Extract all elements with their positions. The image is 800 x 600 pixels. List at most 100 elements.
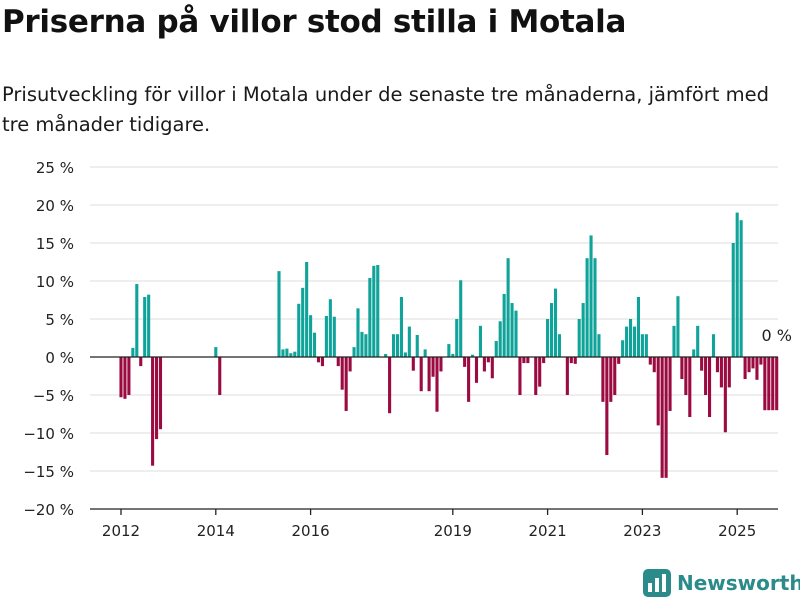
- bar: [652, 357, 656, 373]
- bar: [482, 357, 486, 372]
- bar: [439, 357, 443, 372]
- bar: [577, 319, 581, 357]
- bar: [316, 357, 321, 363]
- bar: [672, 325, 676, 357]
- bar: [395, 334, 400, 357]
- bar: [435, 357, 439, 412]
- bar: [123, 357, 127, 399]
- bar: [522, 357, 526, 364]
- bar: [526, 357, 530, 364]
- bar: [143, 296, 147, 357]
- bar: [629, 319, 633, 357]
- bar: [364, 334, 368, 357]
- bar: [478, 325, 482, 357]
- bar: [700, 357, 704, 371]
- bar: [305, 262, 309, 357]
- y-tick-label: −15 %: [23, 463, 74, 481]
- bar: [538, 357, 542, 387]
- bar: [459, 280, 463, 357]
- bar: [467, 357, 471, 402]
- bar: [573, 357, 577, 364]
- bar: [415, 334, 419, 357]
- bar: [597, 334, 601, 357]
- bar: [431, 357, 435, 377]
- bar: [356, 308, 360, 357]
- bar: [660, 357, 664, 478]
- bar: [313, 332, 317, 357]
- y-tick-label: 15 %: [36, 235, 74, 253]
- bar: [388, 357, 392, 414]
- x-tick-label: 2016: [292, 522, 330, 540]
- bar: [581, 303, 585, 357]
- bar: [664, 357, 668, 478]
- bar: [289, 353, 293, 357]
- y-tick-label: −5 %: [33, 387, 74, 405]
- bar: [767, 357, 771, 411]
- bar: [711, 334, 716, 357]
- bar: [131, 347, 135, 357]
- bar: [403, 352, 407, 357]
- bar: [332, 316, 336, 357]
- bar: [656, 357, 660, 426]
- bar: [735, 212, 739, 357]
- bar: [617, 357, 621, 364]
- bar: [601, 357, 605, 402]
- bar: [692, 349, 696, 357]
- bar: [328, 299, 332, 357]
- bar: [352, 347, 356, 357]
- x-tick-label: 2019: [434, 522, 472, 540]
- bar: [727, 357, 731, 388]
- bar: [625, 326, 629, 357]
- bar: [743, 357, 747, 380]
- bar: [640, 334, 644, 357]
- x-tick-label: 2023: [623, 522, 661, 540]
- bar: [447, 344, 451, 357]
- bar: [731, 243, 735, 357]
- bar: [609, 357, 613, 402]
- bar: [490, 357, 494, 379]
- bar: [360, 331, 364, 357]
- bar: [648, 357, 652, 365]
- bar: [755, 357, 759, 380]
- bar: [293, 351, 297, 357]
- x-tick-label: 2012: [102, 522, 140, 540]
- bar: [546, 319, 550, 357]
- bar: [372, 265, 376, 357]
- bar: [759, 357, 763, 365]
- bar: [344, 357, 348, 411]
- bar: [155, 357, 159, 440]
- bar: [506, 258, 510, 357]
- bar: [696, 325, 700, 357]
- bar: [147, 294, 151, 357]
- bar: [285, 348, 289, 357]
- bar: [455, 319, 459, 357]
- bar: [407, 326, 411, 357]
- bar: [281, 349, 285, 357]
- bar: [676, 296, 680, 357]
- bar: [348, 357, 352, 372]
- bar: [451, 353, 455, 357]
- bar: [214, 347, 218, 357]
- bar: [708, 357, 712, 418]
- y-tick-label: 20 %: [36, 197, 74, 215]
- bar: [411, 357, 415, 371]
- bar: [320, 357, 324, 367]
- bar: [419, 357, 423, 392]
- y-tick-label: −20 %: [23, 501, 74, 519]
- brand-name: Newsworthy: [677, 571, 800, 595]
- y-tick-label: −10 %: [23, 425, 74, 443]
- bar: [427, 357, 431, 392]
- bar: [376, 265, 380, 357]
- bar: [498, 321, 502, 357]
- bar: [763, 357, 767, 411]
- bar: [340, 357, 344, 390]
- y-tick-label: 5 %: [45, 311, 74, 329]
- bar: [135, 284, 139, 357]
- bar: [632, 326, 637, 357]
- bar: [747, 357, 751, 373]
- bar: [751, 357, 755, 369]
- bar: [719, 357, 723, 388]
- bar: [158, 357, 163, 430]
- chart-subtitle: Prisutveckling för villor i Motala under…: [2, 83, 769, 136]
- last-value-label: 0 %: [761, 326, 791, 345]
